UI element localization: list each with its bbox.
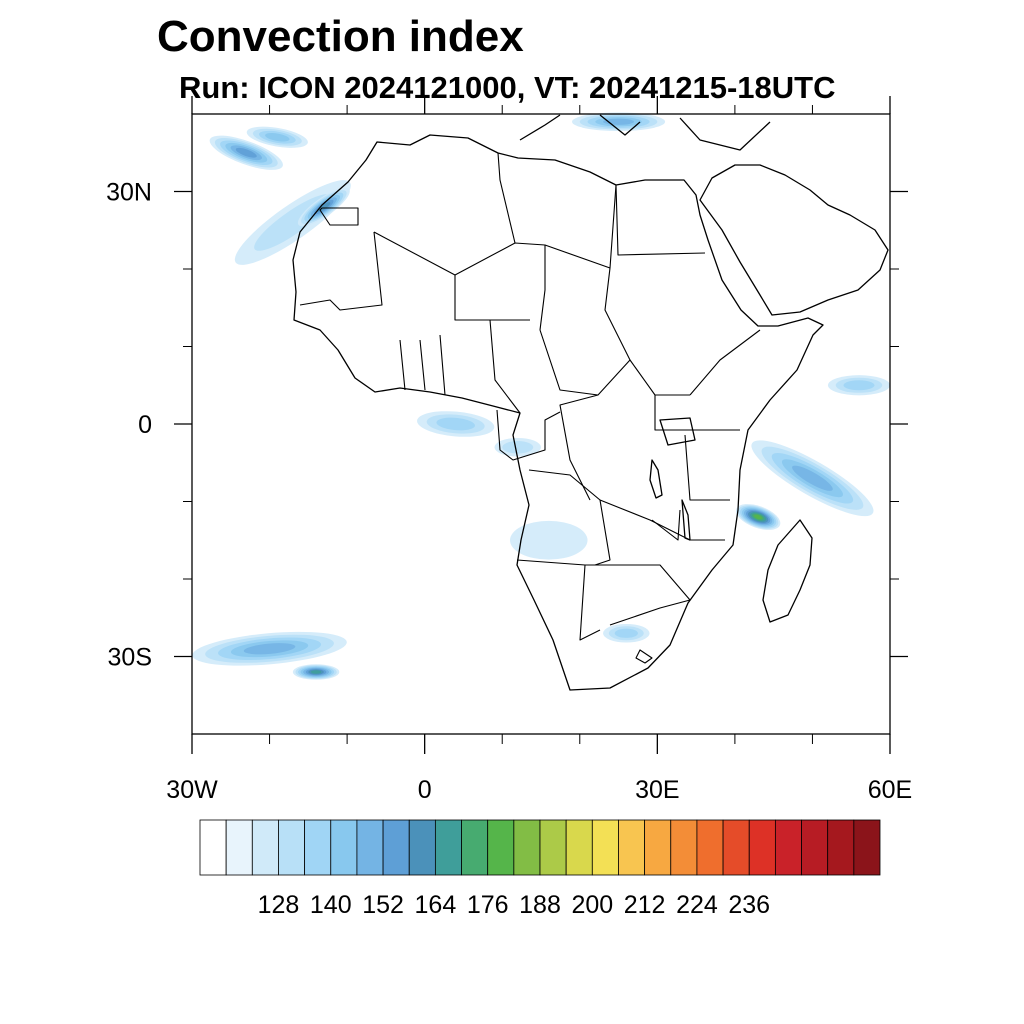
map-axes: 30N 0 30S 30W 0 30E 60E: [106, 96, 912, 804]
colorbar: 128 140 152 164 176 188 200 212 224 236: [199, 819, 881, 919]
lat-tick-label: 30S: [108, 644, 152, 672]
colorbar-swatch: [304, 819, 332, 876]
colorbar-tick-label: 140: [310, 891, 352, 919]
colorbar-swatch: [356, 819, 384, 876]
colorbar-tick-label: 152: [362, 891, 404, 919]
lake-tanganyika: [649, 459, 663, 499]
chart-title: Convection index: [157, 12, 524, 61]
convection-patch: [614, 628, 638, 638]
colorbar-swatch: [199, 819, 227, 876]
madagascar-coastline: [762, 519, 813, 623]
colorbar-tick-label: 164: [415, 891, 457, 919]
convection-patch: [243, 643, 296, 655]
colorbar-swatch: [670, 819, 698, 876]
lon-tick-label: 30E: [635, 776, 679, 804]
convection-patch: [265, 132, 290, 142]
colorbar-tick-label: 236: [728, 891, 770, 919]
africa-coastline: [292, 134, 824, 691]
convection-patch: [792, 465, 833, 491]
colorbar-swatch: [644, 819, 672, 876]
colorbar-swatch: [539, 819, 567, 876]
colorbar-tick-label: 176: [467, 891, 509, 919]
lon-tick-label: 0: [418, 776, 432, 804]
colorbar-swatch: [461, 819, 489, 876]
convection-patch: [310, 670, 322, 674]
europe-coastline: [519, 114, 771, 151]
colorbar-swatch: [853, 819, 881, 876]
lake-victoria: [659, 417, 696, 446]
colorbar-swatch: [487, 819, 515, 876]
colorbar-swatch: [408, 819, 436, 876]
country-borders: [299, 152, 761, 664]
convection-field: [192, 112, 890, 680]
colorbar-swatch: [251, 819, 279, 876]
colorbar-swatch: [591, 819, 619, 876]
colorbar-swatch: [618, 819, 646, 876]
coastlines-and-borders: [292, 114, 889, 691]
convection-patch: [843, 380, 875, 391]
colorbar-swatch: [565, 819, 593, 876]
arabia-coastline: [699, 164, 889, 316]
convection-patch: [235, 147, 257, 158]
lat-tick-label: 0: [138, 411, 152, 439]
colorbar-tick-label: 200: [571, 891, 613, 919]
colorbar-tick-label: 188: [519, 891, 561, 919]
colorbar-swatch: [278, 819, 306, 876]
convection-patch: [436, 417, 476, 431]
colorbar-swatch: [774, 819, 802, 876]
colorbar-swatch: [748, 819, 776, 876]
colorbar-tick-label: 224: [676, 891, 718, 919]
lon-tick-label: 60E: [868, 776, 912, 804]
lake-malawi: [681, 499, 691, 541]
colorbar-tick-label: 128: [258, 891, 300, 919]
colorbar-tick-label: 212: [624, 891, 666, 919]
colorbar-swatch: [434, 819, 462, 876]
colorbar-swatch: [722, 819, 750, 876]
chart-subtitle: Run: ICON 2024121000, VT: 20241215-18UTC: [179, 70, 836, 105]
colorbar-swatch: [827, 819, 855, 876]
colorbar-swatch: [330, 819, 358, 876]
colorbar-swatch: [696, 819, 724, 876]
convection-patch: [509, 520, 588, 560]
colorbar-swatch: [382, 819, 410, 876]
lat-tick-label: 30N: [106, 179, 152, 207]
convection-patch: [502, 441, 534, 454]
colorbar-swatch: [513, 819, 541, 876]
lon-tick-label: 30W: [166, 776, 218, 804]
colorbar-swatch: [801, 819, 829, 876]
convection-patch: [754, 514, 763, 520]
colorbar-swatch: [225, 819, 253, 876]
